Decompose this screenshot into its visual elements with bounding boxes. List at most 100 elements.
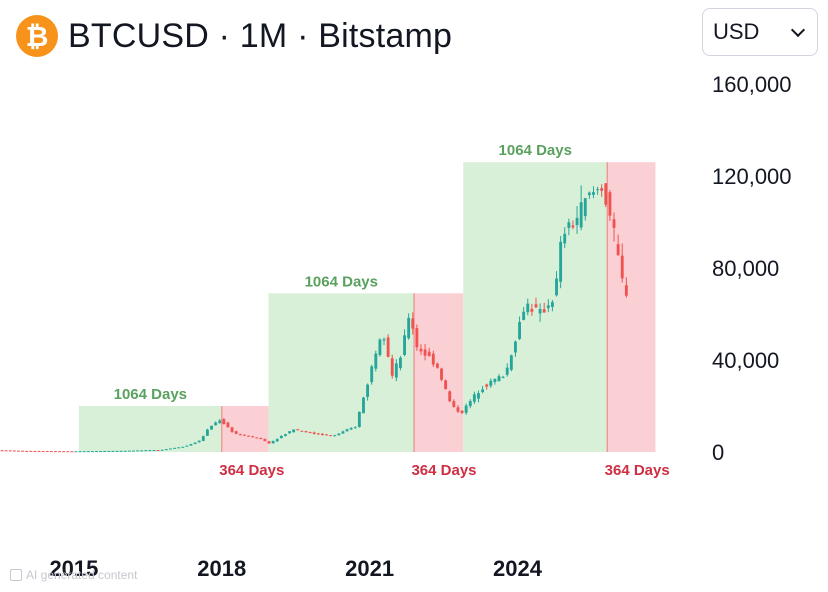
candle-body bbox=[152, 450, 156, 452]
candle-body bbox=[567, 222, 571, 228]
candle-body bbox=[284, 434, 287, 437]
candle-body bbox=[173, 447, 176, 449]
candle-body bbox=[33, 450, 37, 452]
candle-body bbox=[575, 217, 579, 226]
y-tick-label: 40,000 bbox=[712, 348, 779, 373]
candle-body bbox=[382, 339, 386, 341]
bull-zone bbox=[268, 293, 414, 452]
candle-body bbox=[514, 341, 517, 353]
candle-body bbox=[333, 435, 337, 437]
candle-body bbox=[464, 405, 468, 413]
candle-body bbox=[546, 305, 550, 309]
candle-body bbox=[95, 451, 98, 453]
candle-body bbox=[534, 304, 538, 308]
candle-body bbox=[592, 192, 595, 195]
candle-body bbox=[329, 435, 333, 437]
candle-body bbox=[419, 348, 423, 352]
candle-body bbox=[444, 380, 448, 390]
candle-body bbox=[205, 429, 209, 436]
candle-body bbox=[66, 451, 70, 453]
candle-body bbox=[62, 451, 66, 453]
candle-body bbox=[530, 308, 534, 312]
candle-body bbox=[320, 433, 324, 436]
y-tick-label: 80,000 bbox=[712, 256, 779, 281]
candle-body bbox=[366, 384, 370, 397]
candle-body bbox=[423, 349, 427, 356]
watermark: AI generated content bbox=[10, 568, 137, 582]
candle-body bbox=[103, 451, 107, 453]
candle-body bbox=[148, 450, 152, 452]
candle-body bbox=[596, 189, 600, 191]
bear-zone bbox=[414, 293, 464, 452]
candle-body bbox=[390, 358, 394, 376]
bull-duration-label: 1064 Days bbox=[305, 273, 378, 290]
candle-body bbox=[259, 437, 263, 440]
candle-body bbox=[54, 451, 57, 453]
candle-body bbox=[144, 450, 148, 452]
candle-body bbox=[542, 309, 546, 313]
candle-body bbox=[386, 337, 390, 357]
candle-body bbox=[505, 367, 509, 375]
candle-body bbox=[493, 378, 497, 382]
candle-body bbox=[312, 432, 316, 434]
candle-body bbox=[427, 351, 431, 357]
candle-body bbox=[448, 391, 452, 402]
bitcoin-logo-icon: ₿ bbox=[16, 15, 58, 57]
candle-body bbox=[304, 431, 308, 433]
candle-body bbox=[242, 434, 246, 436]
candle-body bbox=[193, 442, 197, 445]
candle-body bbox=[624, 285, 628, 296]
candle-body bbox=[550, 302, 554, 307]
x-tick-label: 2015 bbox=[49, 556, 98, 581]
candle-body bbox=[538, 309, 542, 314]
candle-body bbox=[78, 451, 82, 453]
candle-body bbox=[58, 451, 61, 453]
candle-body bbox=[41, 450, 45, 452]
candle-body bbox=[316, 433, 320, 435]
candle-body bbox=[210, 425, 213, 430]
candle-body bbox=[509, 355, 513, 370]
currency-select[interactable]: USD bbox=[702, 8, 818, 56]
symbol-title[interactable]: BTCUSD · 1M · Bitstamp bbox=[68, 16, 453, 55]
candle-body bbox=[555, 278, 558, 296]
candle-body bbox=[300, 430, 304, 432]
candle-body bbox=[111, 450, 115, 452]
candle-body bbox=[571, 225, 575, 228]
candle-body bbox=[374, 353, 378, 369]
bear-duration-label: 364 Days bbox=[605, 462, 670, 479]
candle-body bbox=[620, 255, 624, 279]
candle-body bbox=[497, 376, 501, 382]
candle-body bbox=[164, 449, 168, 451]
candle-body bbox=[49, 451, 53, 453]
bear-zone bbox=[607, 162, 656, 452]
x-tick-label: 2018 bbox=[197, 556, 246, 581]
candle-body bbox=[604, 183, 608, 205]
candle-body bbox=[29, 450, 33, 452]
candle-body bbox=[90, 451, 94, 453]
candle-body bbox=[45, 451, 49, 453]
candle-body bbox=[74, 451, 78, 453]
candle-body bbox=[8, 450, 12, 452]
candle-body bbox=[353, 427, 357, 429]
candle-body bbox=[25, 450, 29, 452]
candle-body bbox=[70, 451, 74, 453]
candle-body bbox=[403, 335, 406, 355]
candle-body bbox=[489, 380, 493, 386]
candle-body bbox=[522, 311, 526, 320]
candle-body bbox=[411, 318, 415, 329]
candle-body bbox=[107, 450, 111, 452]
candle-body bbox=[345, 429, 349, 432]
candle-body bbox=[181, 446, 185, 448]
candle-body bbox=[4, 450, 8, 452]
candle-body bbox=[271, 440, 275, 444]
candle-body bbox=[197, 440, 201, 443]
candle-body bbox=[600, 188, 604, 191]
candle-body bbox=[481, 389, 485, 393]
candle-body bbox=[238, 434, 242, 436]
candle-body bbox=[370, 366, 374, 383]
bear-duration-label: 364 Days bbox=[219, 462, 284, 479]
candle-body bbox=[452, 401, 456, 407]
candle-body bbox=[341, 431, 345, 434]
candle-body bbox=[86, 451, 90, 453]
